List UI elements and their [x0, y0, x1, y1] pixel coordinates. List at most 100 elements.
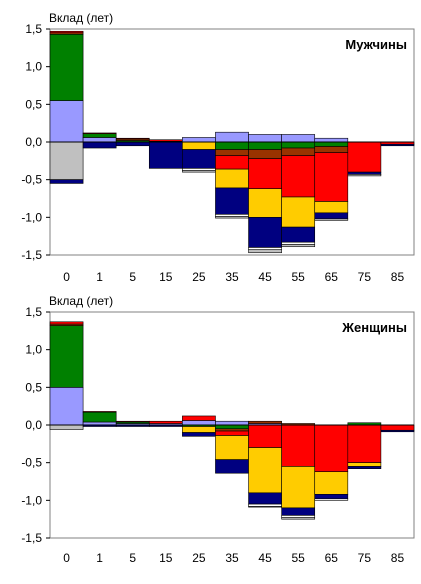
- bar-segment: [248, 506, 282, 508]
- bar-segment: [115, 141, 150, 147]
- bar-segment: [49, 424, 84, 430]
- bar-segment: [347, 424, 382, 463]
- bar-segment: [215, 168, 249, 189]
- bar-segment: [148, 141, 183, 169]
- bar-segment: [215, 435, 249, 460]
- bar-segment: [182, 170, 216, 173]
- bar-segment: [215, 216, 249, 219]
- bar-segment: [248, 217, 282, 248]
- bar-segment: [281, 141, 316, 149]
- bar-segment: [49, 33, 84, 101]
- x-tick-label: 0: [63, 551, 70, 565]
- bar-segment: [314, 137, 349, 143]
- bar-segment: [182, 137, 216, 143]
- bar-segment: [215, 214, 249, 217]
- x-tick-label: 0: [63, 270, 70, 284]
- bar-segment: [182, 149, 216, 169]
- bar-segment: [281, 515, 316, 518]
- y-tick-label: 1,5: [25, 305, 42, 319]
- x-tick-label: 25: [192, 270, 206, 284]
- y-tick-label: 1,5: [25, 22, 42, 36]
- bar-segment: [82, 411, 117, 413]
- bar-segment: [215, 430, 249, 436]
- bar-segment: [380, 424, 415, 431]
- bar-segment: [248, 149, 282, 159]
- bar-segment: [115, 137, 150, 140]
- y-tick-label: 0,0: [25, 135, 42, 149]
- bar-segment: [182, 141, 216, 150]
- bar-segment: [314, 152, 349, 202]
- bar-segment: [314, 146, 349, 153]
- bar-segment: [314, 141, 349, 147]
- bar-segment: [215, 141, 249, 150]
- bar-segment: [248, 447, 282, 494]
- bar-segment: [347, 141, 382, 173]
- x-tick-label: 45: [258, 551, 272, 565]
- bar-segment: [215, 149, 249, 156]
- x-tick-label: 85: [391, 270, 405, 284]
- x-tick-label: 75: [358, 270, 372, 284]
- bar-segment: [248, 247, 282, 251]
- bar-segment: [182, 426, 216, 433]
- bar-segment: [248, 503, 282, 507]
- bar-segment: [380, 429, 415, 433]
- y-tick-label: 0,5: [25, 380, 42, 394]
- bar-segment: [182, 432, 216, 437]
- bar-segment: [281, 244, 316, 248]
- bar-segment: [148, 139, 183, 142]
- bar-segment: [215, 459, 249, 474]
- bar-segment: [49, 325, 84, 388]
- bar-segment: [49, 30, 84, 34]
- bar-segment: [248, 424, 282, 448]
- bar-segment: [82, 137, 117, 143]
- bar-segment: [82, 411, 117, 423]
- x-tick-label: 65: [325, 551, 339, 565]
- bar-segment: [281, 147, 316, 156]
- bar-segment: [314, 201, 349, 214]
- x-tick-label: 85: [391, 551, 405, 565]
- bar-segment: [347, 462, 382, 467]
- x-tick-label: 35: [225, 270, 239, 284]
- bar-segment: [380, 143, 415, 147]
- x-tick-label: 55: [292, 270, 306, 284]
- bar-segment: [281, 226, 316, 243]
- y-tick-label: -1,5: [21, 531, 42, 545]
- y-tick-label: 0,5: [25, 97, 42, 111]
- bar-segment: [314, 494, 349, 500]
- chart-title: Мужчины: [345, 37, 407, 52]
- bar-segment: [248, 158, 282, 190]
- chart-title: Женщины: [341, 320, 407, 335]
- chart-0: 1,51,00,50,0-0,5-1,0-1,50 1 5 15 25 35 45 55 65 7…: [21, 11, 415, 284]
- y-tick-label: -1,0: [21, 493, 42, 507]
- y-tick-label: -0,5: [21, 173, 42, 187]
- bar-segment: [115, 420, 150, 423]
- x-tick-label: 45: [258, 270, 272, 284]
- bar-segment: [182, 415, 216, 421]
- bar-segment: [49, 321, 84, 325]
- y-axis-label: Вклад (лет): [49, 294, 113, 308]
- x-tick-label: 5: [129, 551, 136, 565]
- bar-segment: [49, 179, 84, 184]
- bar-segment: [347, 174, 382, 177]
- bar-segment: [215, 131, 249, 143]
- bar-segment: [248, 188, 282, 218]
- bar-segment: [281, 424, 316, 467]
- bar-segment: [281, 466, 316, 509]
- chart-1: 1,51,00,50,0-0,5-1,0-1,50 1 5 15 25 35 45 55 65 7…: [21, 294, 415, 565]
- bar-segment: [82, 141, 117, 149]
- x-tick-label: 35: [225, 551, 239, 565]
- y-axis-label: Вклад (лет): [49, 11, 113, 25]
- x-tick-label: 25: [192, 551, 206, 565]
- bar-segment: [281, 155, 316, 198]
- x-tick-label: 55: [292, 551, 306, 565]
- bar-segment: [215, 420, 249, 426]
- bar-segment: [314, 218, 349, 221]
- bar-segment: [49, 387, 84, 426]
- y-tick-label: -1,0: [21, 210, 42, 224]
- bar-segment: [347, 466, 382, 469]
- x-tick-label: 15: [159, 551, 173, 565]
- bar-segment: [248, 134, 282, 143]
- x-tick-label: 1: [96, 551, 103, 565]
- bar-segment: [248, 492, 282, 505]
- bar-segment: [215, 424, 249, 430]
